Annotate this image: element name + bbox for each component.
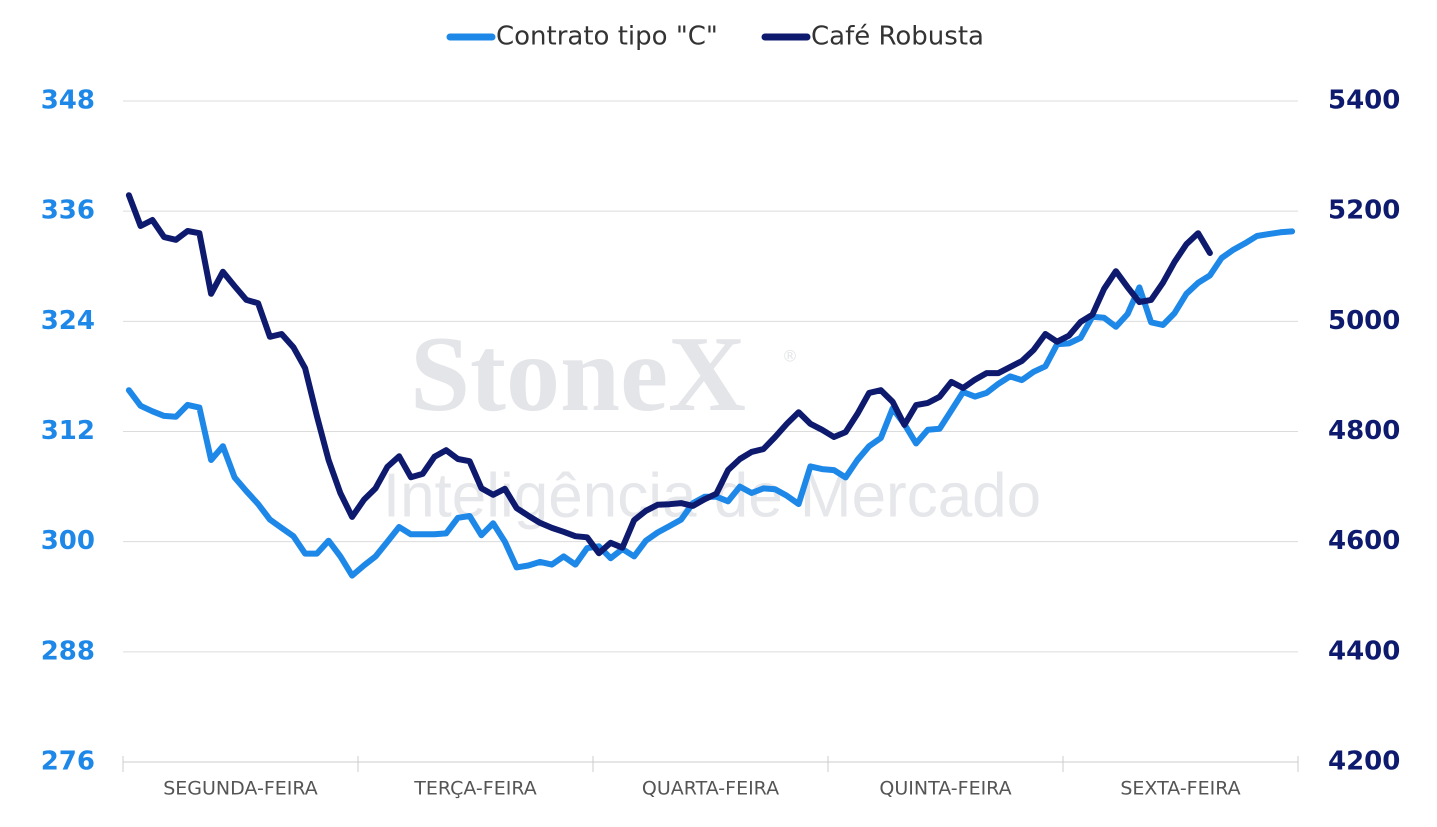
y-tick-label: 288 bbox=[41, 636, 95, 666]
y-tick-label: 336 bbox=[41, 196, 95, 226]
y2-tick-label: 4800 bbox=[1328, 416, 1400, 446]
legend-label: Contrato tipo "C" bbox=[496, 22, 718, 52]
y-tick-label: 300 bbox=[41, 526, 95, 556]
watermark-title: StoneX bbox=[410, 315, 746, 434]
y2-tick-label: 5000 bbox=[1328, 306, 1400, 336]
x-tick-label: QUARTA-FEIRA bbox=[642, 778, 779, 800]
y2-tick-label: 5400 bbox=[1328, 86, 1400, 116]
y-tick-label: 348 bbox=[41, 86, 95, 116]
watermark-mark: ® bbox=[782, 347, 798, 366]
legend-label: Café Robusta bbox=[811, 22, 984, 52]
y2-tick-label: 4200 bbox=[1328, 747, 1400, 777]
y2-tick-label: 5200 bbox=[1328, 196, 1400, 226]
y-tick-label: 324 bbox=[41, 306, 95, 336]
x-tick-label: QUINTA-FEIRA bbox=[879, 778, 1011, 800]
x-tick-label: SEXTA-FEIRA bbox=[1120, 778, 1240, 800]
x-tick-label: TERÇA-FEIRA bbox=[413, 778, 537, 800]
x-tick-label: SEGUNDA-FEIRA bbox=[163, 778, 318, 800]
y2-tick-label: 4600 bbox=[1328, 526, 1400, 556]
y2-tick-label: 4400 bbox=[1328, 636, 1400, 666]
series-line bbox=[125, 192, 1213, 557]
y-tick-label: 312 bbox=[41, 416, 95, 446]
y-tick-label: 276 bbox=[41, 747, 95, 777]
